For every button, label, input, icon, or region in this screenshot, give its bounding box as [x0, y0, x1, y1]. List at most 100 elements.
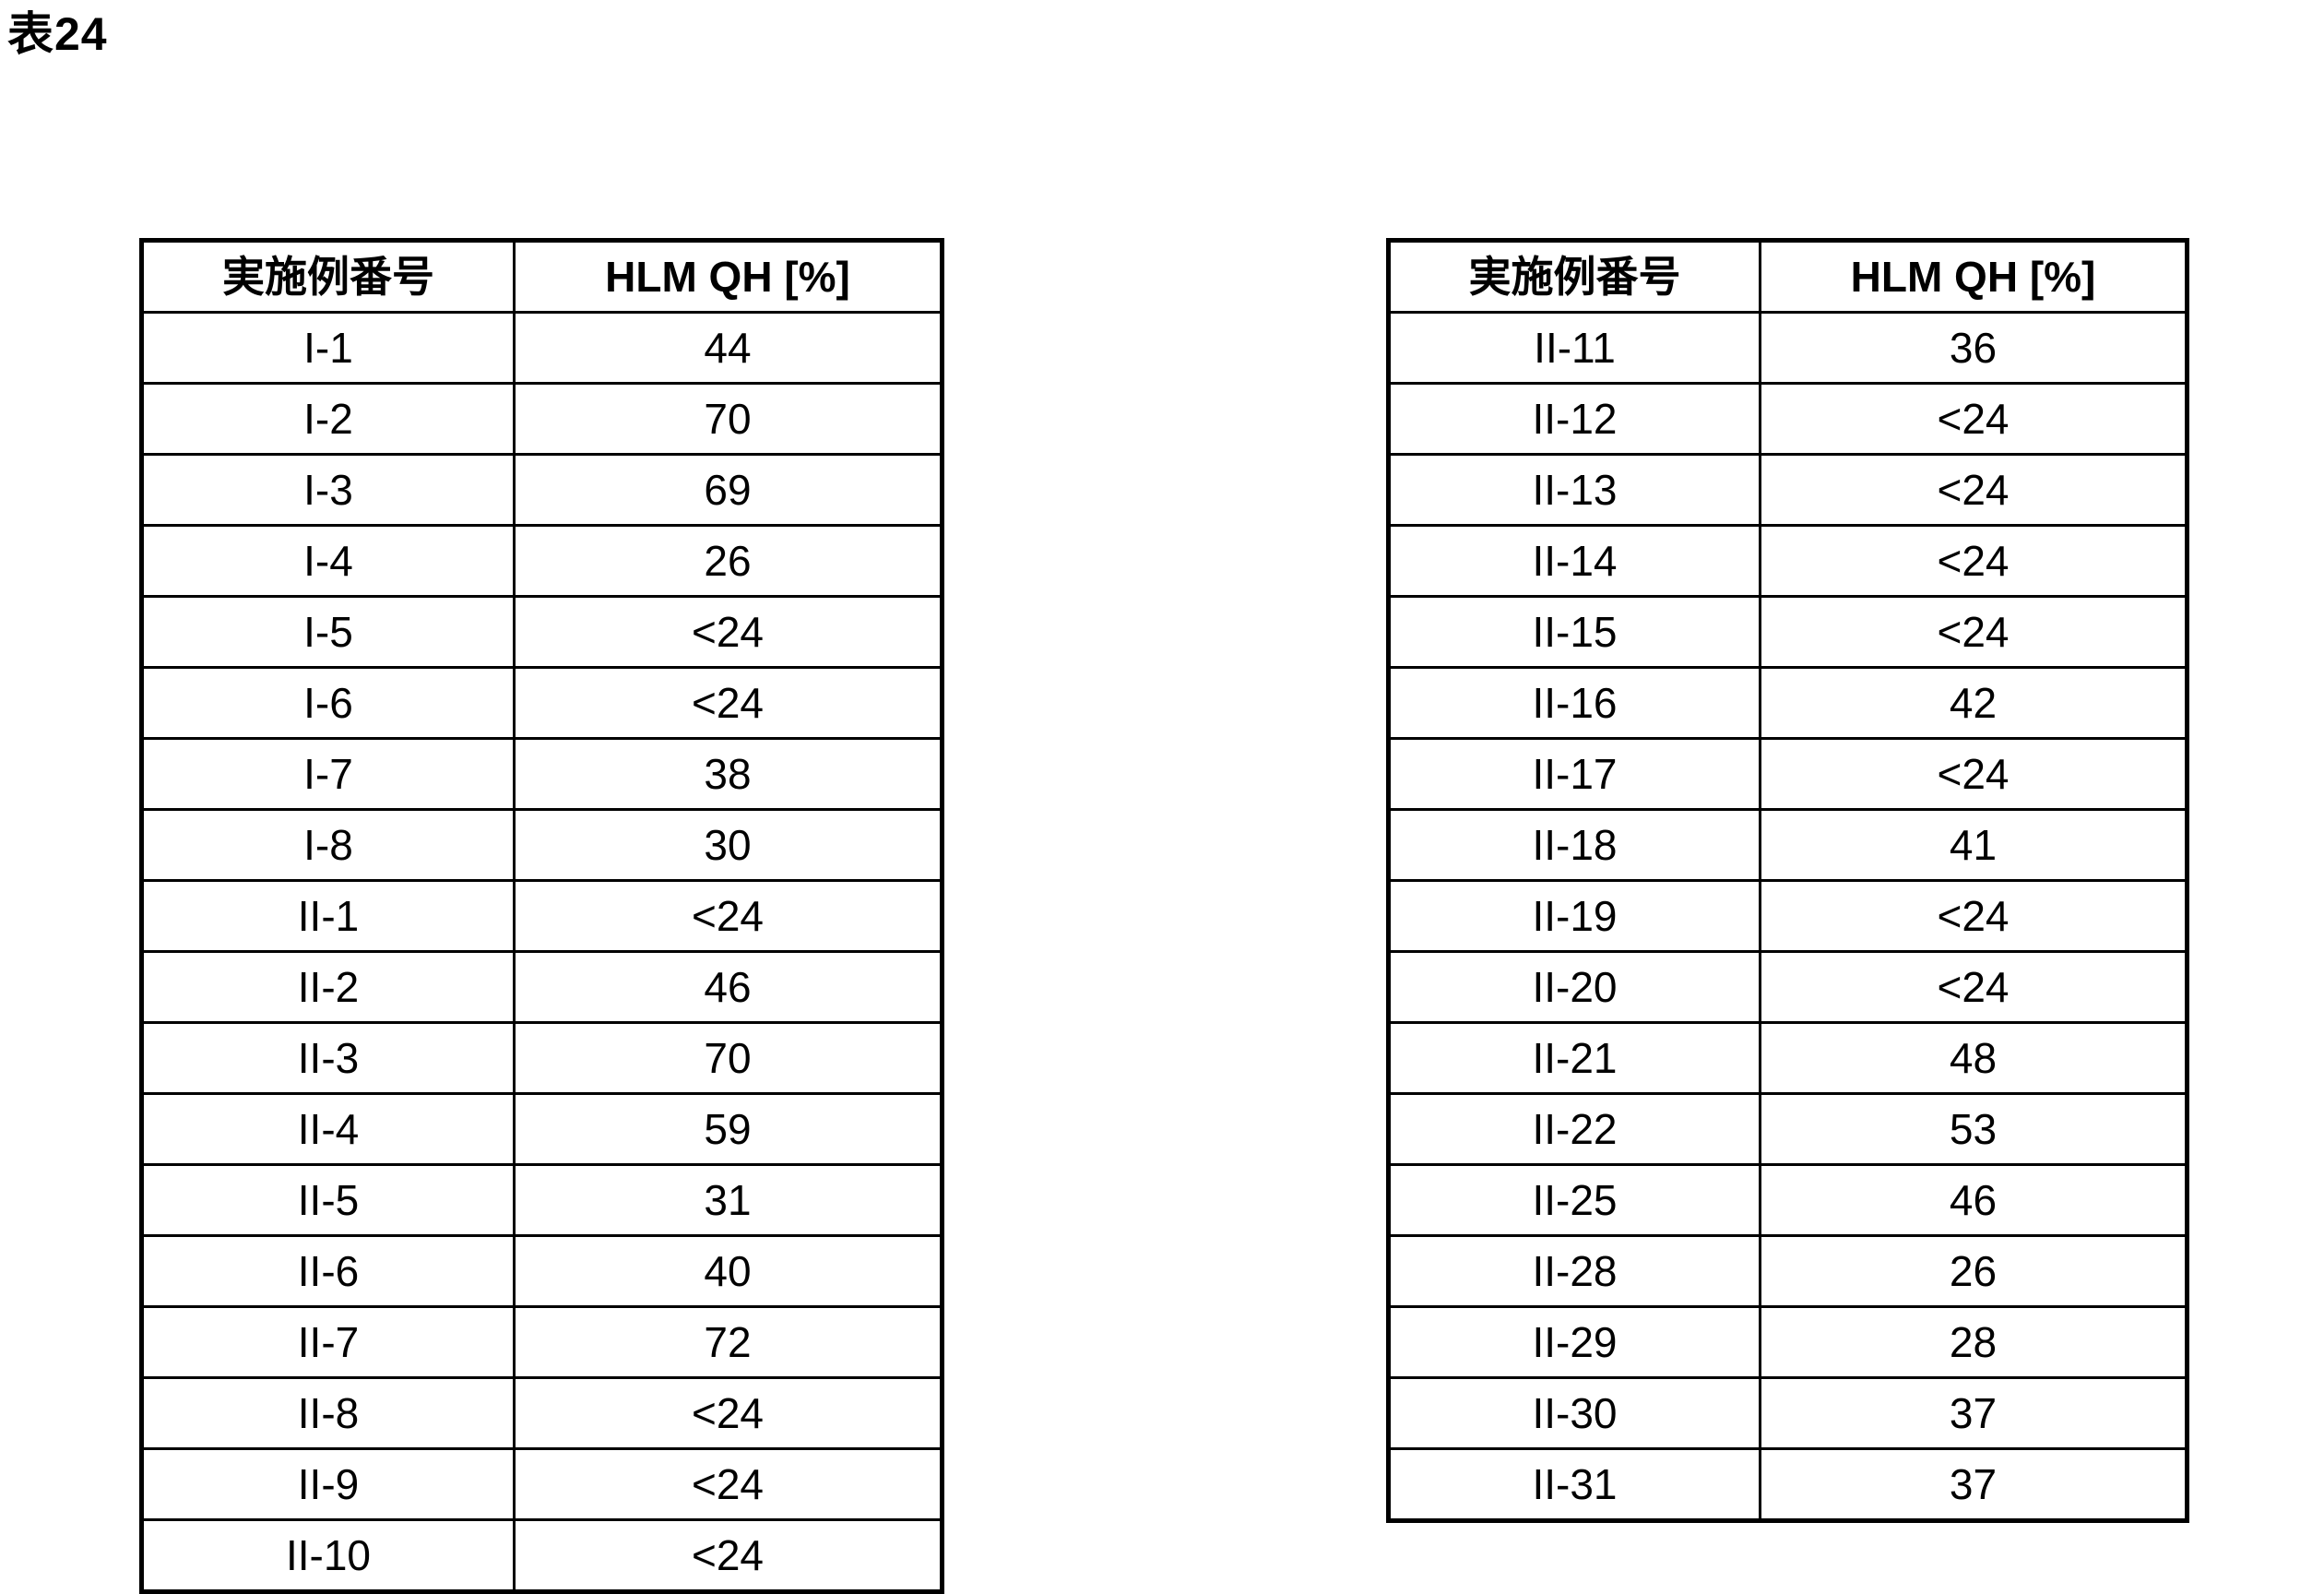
- table-header-row: 実施例番号 HLM QH [%]: [1389, 241, 2188, 313]
- cell-example-number: I-3: [142, 455, 515, 526]
- cell-example-number: II-14: [1389, 526, 1761, 597]
- hlm-qh-table-right: 実施例番号 HLM QH [%] II-1136II-12<24II-13<24…: [1386, 238, 2189, 1523]
- cell-hlm-qh-value: <24: [515, 881, 943, 952]
- cell-example-number: II-21: [1389, 1023, 1761, 1094]
- cell-hlm-qh-value: <24: [515, 1520, 943, 1592]
- cell-hlm-qh-value: 41: [1761, 810, 2188, 881]
- table-row: I-6<24: [142, 668, 943, 739]
- cell-example-number: II-19: [1389, 881, 1761, 952]
- cell-example-number: II-5: [142, 1165, 515, 1236]
- cell-hlm-qh-value: 59: [515, 1094, 943, 1165]
- cell-example-number: I-1: [142, 313, 515, 384]
- cell-hlm-qh-value: 37: [1761, 1449, 2188, 1521]
- column-header-hlm-qh: HLM QH [%]: [1761, 241, 2188, 313]
- table-row: II-459: [142, 1094, 943, 1165]
- cell-hlm-qh-value: 46: [515, 952, 943, 1023]
- cell-example-number: II-15: [1389, 597, 1761, 668]
- cell-hlm-qh-value: <24: [515, 1378, 943, 1449]
- table-row: II-2148: [1389, 1023, 2188, 1094]
- cell-hlm-qh-value: 31: [515, 1165, 943, 1236]
- cell-hlm-qh-value: 70: [515, 384, 943, 455]
- column-header-hlm-qh: HLM QH [%]: [515, 241, 943, 313]
- cell-hlm-qh-value: 28: [1761, 1307, 2188, 1378]
- table-right-header: 実施例番号 HLM QH [%]: [1389, 241, 2188, 313]
- table-row: I-426: [142, 526, 943, 597]
- table-row: I-144: [142, 313, 943, 384]
- table-row: II-8<24: [142, 1378, 943, 1449]
- cell-example-number: II-3: [142, 1023, 515, 1094]
- table-row: II-17<24: [1389, 739, 2188, 810]
- table-row: I-738: [142, 739, 943, 810]
- cell-example-number: I-4: [142, 526, 515, 597]
- cell-example-number: II-6: [142, 1236, 515, 1307]
- cell-hlm-qh-value: <24: [515, 597, 943, 668]
- cell-hlm-qh-value: <24: [1761, 952, 2188, 1023]
- cell-example-number: II-13: [1389, 455, 1761, 526]
- cell-example-number: II-20: [1389, 952, 1761, 1023]
- cell-example-number: II-7: [142, 1307, 515, 1378]
- table-row: II-10<24: [142, 1520, 943, 1592]
- table-row: II-3037: [1389, 1378, 2188, 1449]
- cell-example-number: II-18: [1389, 810, 1761, 881]
- table-row: II-1136: [1389, 313, 2188, 384]
- cell-hlm-qh-value: <24: [1761, 597, 2188, 668]
- column-header-example-number: 実施例番号: [142, 241, 515, 313]
- cell-example-number: II-17: [1389, 739, 1761, 810]
- table-row: II-1642: [1389, 668, 2188, 739]
- table-row: II-2546: [1389, 1165, 2188, 1236]
- table-row: II-15<24: [1389, 597, 2188, 668]
- cell-hlm-qh-value: 46: [1761, 1165, 2188, 1236]
- cell-example-number: I-8: [142, 810, 515, 881]
- cell-hlm-qh-value: 26: [515, 526, 943, 597]
- figure-label: 表24: [7, 11, 108, 57]
- cell-example-number: II-22: [1389, 1094, 1761, 1165]
- cell-hlm-qh-value: <24: [1761, 455, 2188, 526]
- table-row: II-2928: [1389, 1307, 2188, 1378]
- table-row: II-370: [142, 1023, 943, 1094]
- cell-hlm-qh-value: 48: [1761, 1023, 2188, 1094]
- table-right-body: II-1136II-12<24II-13<24II-14<24II-15<24I…: [1389, 313, 2188, 1521]
- table-row: I-5<24: [142, 597, 943, 668]
- cell-hlm-qh-value: <24: [515, 668, 943, 739]
- hlm-qh-table-left: 実施例番号 HLM QH [%] I-144I-270I-369I-426I-5…: [139, 238, 944, 1594]
- cell-hlm-qh-value: 53: [1761, 1094, 2188, 1165]
- cell-example-number: I-7: [142, 739, 515, 810]
- cell-example-number: II-2: [142, 952, 515, 1023]
- cell-example-number: II-25: [1389, 1165, 1761, 1236]
- cell-example-number: II-12: [1389, 384, 1761, 455]
- document-page: 表24 実施例番号 HLM QH [%] I-144I-270I-369I-42…: [0, 0, 2324, 1557]
- cell-example-number: II-9: [142, 1449, 515, 1520]
- cell-hlm-qh-value: <24: [1761, 739, 2188, 810]
- table-row: I-369: [142, 455, 943, 526]
- cell-example-number: II-29: [1389, 1307, 1761, 1378]
- table-left-body: I-144I-270I-369I-426I-5<24I-6<24I-738I-8…: [142, 313, 943, 1592]
- table-row: II-772: [142, 1307, 943, 1378]
- table-row: II-12<24: [1389, 384, 2188, 455]
- table-row: II-9<24: [142, 1449, 943, 1520]
- cell-hlm-qh-value: <24: [1761, 384, 2188, 455]
- cell-hlm-qh-value: 44: [515, 313, 943, 384]
- table-row: I-270: [142, 384, 943, 455]
- cell-hlm-qh-value: 26: [1761, 1236, 2188, 1307]
- cell-example-number: I-6: [142, 668, 515, 739]
- table-row: II-13<24: [1389, 455, 2188, 526]
- table-row: II-19<24: [1389, 881, 2188, 952]
- table-row: II-14<24: [1389, 526, 2188, 597]
- cell-example-number: I-2: [142, 384, 515, 455]
- table-row: II-1841: [1389, 810, 2188, 881]
- table-row: II-3137: [1389, 1449, 2188, 1521]
- cell-example-number: II-30: [1389, 1378, 1761, 1449]
- cell-example-number: II-31: [1389, 1449, 1761, 1521]
- table-row: II-20<24: [1389, 952, 2188, 1023]
- table-row: II-531: [142, 1165, 943, 1236]
- table-row: II-2253: [1389, 1094, 2188, 1165]
- table-row: I-830: [142, 810, 943, 881]
- cell-example-number: II-10: [142, 1520, 515, 1592]
- cell-hlm-qh-value: <24: [515, 1449, 943, 1520]
- table-row: II-640: [142, 1236, 943, 1307]
- cell-hlm-qh-value: 72: [515, 1307, 943, 1378]
- column-header-example-number: 実施例番号: [1389, 241, 1761, 313]
- table-row: II-2826: [1389, 1236, 2188, 1307]
- cell-hlm-qh-value: 69: [515, 455, 943, 526]
- cell-example-number: II-16: [1389, 668, 1761, 739]
